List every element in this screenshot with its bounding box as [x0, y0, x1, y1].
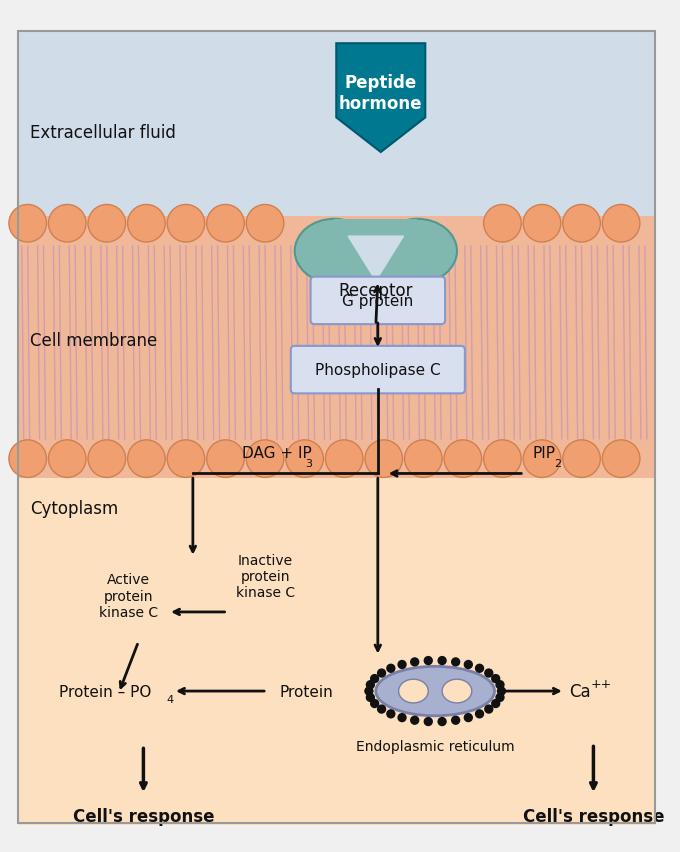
Text: Phospholipase C: Phospholipase C: [315, 363, 441, 377]
Circle shape: [48, 205, 86, 243]
Text: DAG + IP: DAG + IP: [242, 445, 312, 460]
Circle shape: [475, 710, 483, 718]
Circle shape: [444, 440, 481, 478]
Text: Receptor: Receptor: [339, 282, 413, 300]
Circle shape: [563, 440, 600, 478]
Text: Protein – PO: Protein – PO: [59, 684, 152, 699]
Circle shape: [496, 681, 504, 688]
Ellipse shape: [294, 220, 374, 284]
Text: Cell's response: Cell's response: [73, 807, 214, 825]
Text: Peptide
hormone: Peptide hormone: [339, 74, 422, 113]
Text: PIP: PIP: [532, 445, 555, 460]
Ellipse shape: [398, 679, 428, 703]
Text: 2: 2: [554, 458, 561, 468]
Circle shape: [602, 440, 640, 478]
Circle shape: [563, 205, 600, 243]
Text: ++: ++: [590, 676, 612, 690]
Circle shape: [438, 657, 446, 665]
Circle shape: [367, 681, 374, 688]
Circle shape: [88, 205, 126, 243]
Text: Cytoplasm: Cytoplasm: [30, 499, 118, 517]
Text: G protein: G protein: [342, 294, 413, 308]
Ellipse shape: [378, 220, 457, 284]
Circle shape: [411, 658, 419, 666]
Circle shape: [9, 205, 46, 243]
Text: Protein: Protein: [279, 684, 333, 699]
Circle shape: [128, 205, 165, 243]
Circle shape: [602, 205, 640, 243]
Circle shape: [367, 694, 374, 701]
Circle shape: [464, 661, 473, 669]
Circle shape: [371, 675, 379, 682]
Circle shape: [387, 665, 395, 672]
Circle shape: [365, 440, 403, 478]
Circle shape: [483, 205, 522, 243]
Circle shape: [523, 440, 561, 478]
Circle shape: [452, 658, 460, 666]
Circle shape: [246, 205, 284, 243]
Circle shape: [246, 440, 284, 478]
Circle shape: [48, 440, 86, 478]
Circle shape: [207, 205, 244, 243]
Ellipse shape: [442, 679, 472, 703]
Circle shape: [377, 705, 386, 713]
Circle shape: [411, 717, 419, 724]
Text: Cell's response: Cell's response: [523, 807, 664, 825]
Bar: [18, 32, 655, 217]
Circle shape: [326, 440, 363, 478]
Circle shape: [207, 440, 244, 478]
Bar: [18, 217, 655, 479]
Ellipse shape: [326, 251, 425, 321]
Circle shape: [398, 661, 406, 669]
Circle shape: [523, 205, 561, 243]
Ellipse shape: [376, 666, 494, 716]
Circle shape: [365, 688, 373, 695]
Circle shape: [286, 440, 324, 478]
Text: 4: 4: [166, 694, 173, 704]
Polygon shape: [337, 44, 425, 153]
Circle shape: [492, 675, 500, 682]
Circle shape: [424, 657, 432, 665]
Text: Cell membrane: Cell membrane: [30, 331, 157, 349]
Circle shape: [485, 705, 493, 713]
Circle shape: [483, 440, 522, 478]
Text: Active
protein
kinase C: Active protein kinase C: [99, 573, 158, 619]
Circle shape: [498, 688, 505, 695]
Text: Endoplasmic reticulum: Endoplasmic reticulum: [356, 739, 515, 752]
Circle shape: [405, 440, 442, 478]
Circle shape: [128, 440, 165, 478]
Bar: [18, 479, 655, 825]
Circle shape: [88, 440, 126, 478]
Circle shape: [475, 665, 483, 672]
Circle shape: [492, 699, 500, 708]
Polygon shape: [348, 237, 403, 281]
Text: Inactive
protein
kinase C: Inactive protein kinase C: [235, 553, 294, 599]
Circle shape: [371, 699, 379, 708]
Circle shape: [167, 440, 205, 478]
Bar: [335, 220, 418, 285]
FancyBboxPatch shape: [291, 347, 465, 394]
Circle shape: [452, 717, 460, 724]
Circle shape: [496, 694, 504, 701]
Text: 3: 3: [305, 458, 313, 468]
Circle shape: [485, 670, 493, 677]
Circle shape: [438, 717, 446, 726]
Circle shape: [377, 670, 386, 677]
Circle shape: [167, 205, 205, 243]
Circle shape: [464, 714, 473, 722]
Text: Extracellular fluid: Extracellular fluid: [30, 124, 175, 142]
Circle shape: [398, 714, 406, 722]
Circle shape: [387, 710, 395, 718]
FancyBboxPatch shape: [311, 277, 445, 325]
Circle shape: [9, 440, 46, 478]
Text: Ca: Ca: [568, 682, 590, 700]
Circle shape: [424, 717, 432, 726]
